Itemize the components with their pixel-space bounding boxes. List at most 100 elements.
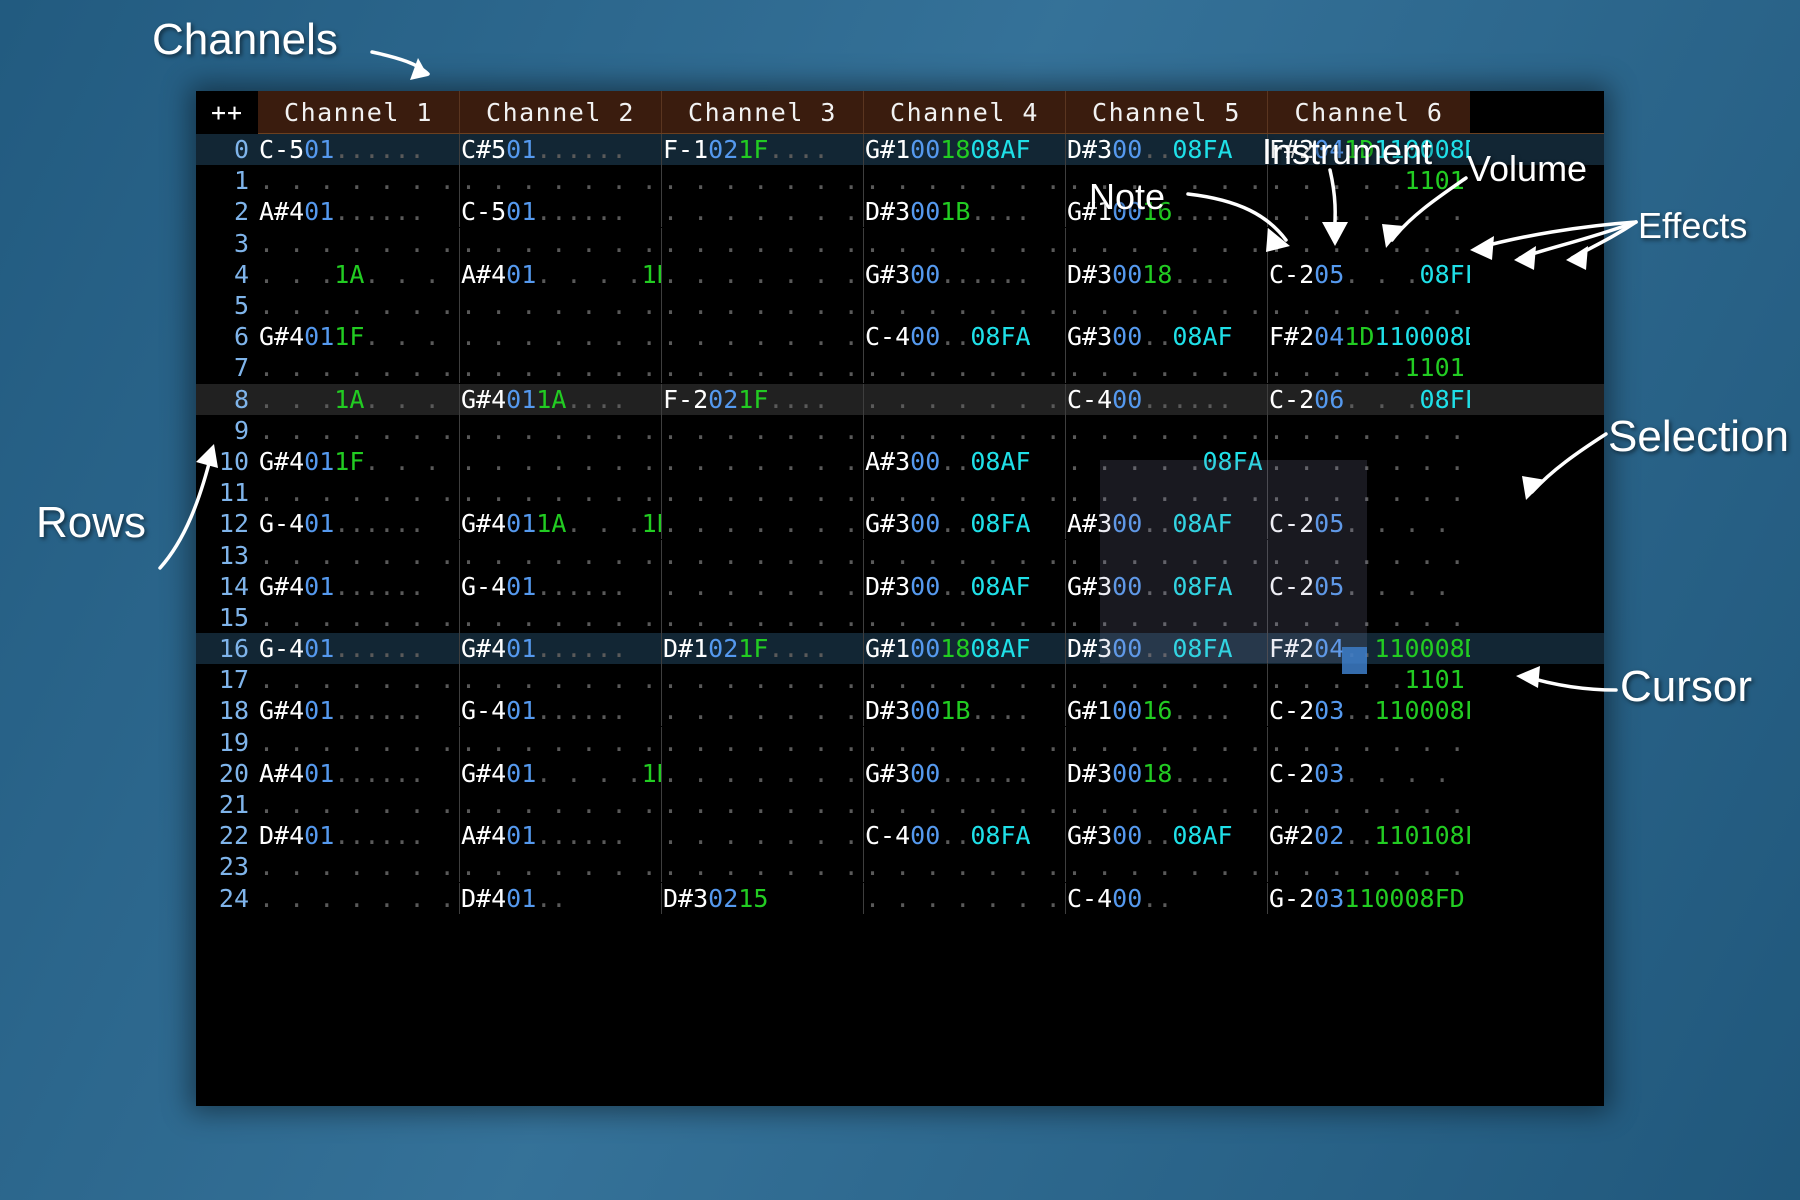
pattern-cell-ch2[interactable]: G#401. . . .1B. . xyxy=(460,757,662,789)
pattern-cell-ch2[interactable]: G-401...... xyxy=(460,695,662,727)
pattern-cell-ch2[interactable]: . . . . . . . . . xyxy=(460,789,662,821)
pattern-cell-ch6[interactable]: . . . . . . . . . xyxy=(1268,851,1470,882)
pattern-cell-ch4[interactable]: . . . . . . . . . xyxy=(864,664,1066,696)
pattern-cell-ch3[interactable]: . . . . . . . . . xyxy=(662,789,864,821)
pattern-cell-ch2[interactable]: G-401...... xyxy=(460,570,662,602)
pattern-cell-ch4[interactable]: D#3001B.... xyxy=(864,695,1066,727)
pattern-cell-ch1[interactable]: . . .1A. . . xyxy=(258,258,460,290)
pattern-cell-ch6[interactable]: C-203..110008FD xyxy=(1268,695,1470,726)
pattern-cell-ch4[interactable]: . . . . . . . . . xyxy=(864,726,1066,758)
pattern-row[interactable]: 22D#401......A#401....... . . . . . . . … xyxy=(196,820,1604,852)
pattern-cell-ch1[interactable]: . . . . . . . . . xyxy=(258,477,460,509)
pattern-cell-ch5[interactable]: . . . . . . . . . xyxy=(1066,352,1268,384)
pattern-cell-ch6[interactable]: . . . . . . . . . xyxy=(1268,789,1470,820)
pattern-cell-ch4[interactable]: . . . . . . . . . xyxy=(864,414,1066,446)
pattern-cell-ch6[interactable]: . . . . . . . . . xyxy=(1268,540,1470,571)
pattern-cell-ch4[interactable]: G#300...... xyxy=(864,757,1066,789)
pattern-cell-ch1[interactable]: G#401...... xyxy=(258,695,460,727)
pattern-cell-ch4[interactable]: . . . . . . . . . xyxy=(864,882,1066,914)
pattern-cell-ch6[interactable]: G#202..110108FF xyxy=(1268,820,1470,851)
pattern-cell-ch3[interactable]: . . . . . . . . . xyxy=(662,165,864,197)
pattern-cell-ch1[interactable]: . . . . . . . . . xyxy=(258,601,460,633)
pattern-cell-ch6[interactable]: C-205. . .08FF xyxy=(1268,259,1470,290)
pattern-cell-ch3[interactable]: . . . . . . . . . xyxy=(662,321,864,353)
pattern-cell-ch2[interactable]: G#4011A.... xyxy=(460,383,662,415)
pattern-cell-ch2[interactable]: . . . . . . . . . xyxy=(460,539,662,571)
pattern-grid[interactable]: 0 C-501...... C#501...... F-1021F.... G#1001… xyxy=(196,134,1604,914)
pattern-cell-ch6[interactable]: . . . . . . . . . xyxy=(1268,228,1470,259)
pattern-cell-ch5[interactable]: . . . . . . . . . xyxy=(1066,664,1268,696)
channel-header-1[interactable]: Channel 1 xyxy=(258,91,460,133)
pattern-cell-ch2[interactable]: . . . . . . . . . xyxy=(460,414,662,446)
pattern-cell-ch5[interactable]: C-400.. xyxy=(1066,882,1268,914)
pattern-cell-ch2[interactable]: C#501...... xyxy=(460,134,662,166)
pattern-cell-ch5[interactable]: . . . . . . . . . xyxy=(1066,477,1268,509)
pattern-cell-ch6[interactable]: C-203. . . . xyxy=(1268,758,1470,789)
pattern-cell-ch6[interactable]: C-205. . . . . . . xyxy=(1268,571,1470,602)
pattern-cell-ch2[interactable]: . . . . . . . . . xyxy=(460,726,662,758)
pattern-cell-ch3[interactable]: . . . . . . . . . xyxy=(662,820,864,852)
pattern-cell-ch3[interactable]: . . . . . . . . . xyxy=(662,445,864,477)
pattern-cell-ch2[interactable]: C-501...... xyxy=(460,196,662,228)
pattern-cell-ch4[interactable]: G#1001808AF xyxy=(864,633,1066,665)
pattern-cell-ch2[interactable]: . . . . . . . . . xyxy=(460,227,662,259)
pattern-cell-ch1[interactable]: A#401...... xyxy=(258,757,460,789)
pattern-cell-ch1[interactable]: G#401...... xyxy=(258,570,460,602)
pattern-cell-ch5[interactable]: D#30018.... xyxy=(1066,258,1268,290)
pattern-cell-ch3[interactable]: F-2021F.... xyxy=(662,383,864,415)
pattern-cell-ch6[interactable]: . . . . . . . . . xyxy=(1268,290,1470,321)
pattern-cell-ch6[interactable]: C-205. . . . xyxy=(1268,508,1470,539)
pattern-cell-ch2[interactable]: . . . . . . . . . xyxy=(460,477,662,509)
pattern-cell-ch4[interactable]: . . . . . . . . . xyxy=(864,601,1066,633)
pattern-cell-ch3[interactable]: . . . . . . . . . xyxy=(662,757,864,789)
pattern-row[interactable]: 9. . . . . . . . .. . . . . . . . .. . .… xyxy=(196,414,1604,446)
pattern-cell-ch2[interactable]: A#401...... xyxy=(460,820,662,852)
pattern-row[interactable]: 21. . . . . . . . .. . . . . . . . .. . … xyxy=(196,789,1604,821)
pattern-cell-ch5[interactable]: . . . . .08FA xyxy=(1066,445,1268,477)
pattern-cell-ch5[interactable]: . . . . . . . . . xyxy=(1066,165,1268,197)
pattern-row[interactable]: 20A#401......G#401. . . .1B. .. . . . . … xyxy=(196,757,1604,789)
pattern-cell-ch5[interactable]: G#10016.... xyxy=(1066,695,1268,727)
channel-header-2[interactable]: Channel 2 xyxy=(460,91,662,133)
pattern-cell-ch5[interactable]: G#300..08AF xyxy=(1066,321,1268,353)
pattern-cell-ch2[interactable]: . . . . . . . . . xyxy=(460,445,662,477)
pattern-cell-ch4[interactable]: . . . . . . . . . xyxy=(864,851,1066,883)
pattern-row[interactable]: 19. . . . . . . . .. . . . . . . . .. . … xyxy=(196,726,1604,758)
pattern-cell-ch1[interactable]: C-501...... xyxy=(258,134,460,166)
pattern-cell-ch1[interactable]: . . .1A. . . xyxy=(258,383,460,415)
pattern-cell-ch3[interactable]: . . . . . . . . . xyxy=(662,414,864,446)
pattern-cell-ch4[interactable]: D#3001B.... xyxy=(864,196,1066,228)
pattern-cell-ch5[interactable]: G#300..08AF xyxy=(1066,820,1268,852)
pattern-cell-ch5[interactable]: D#300..08FA xyxy=(1066,633,1268,665)
pattern-cell-ch5[interactable]: D#300..08FA xyxy=(1066,134,1268,166)
pattern-row[interactable]: 2A#401......C-501....... . . . . . . . .… xyxy=(196,196,1604,228)
pattern-cell-ch1[interactable]: G#4011F. . . .14 xyxy=(258,445,460,477)
pattern-cell-ch1[interactable]: A#401...... xyxy=(258,196,460,228)
pattern-cell-ch4[interactable]: D#300..08AF xyxy=(864,570,1066,602)
pattern-cell-ch5[interactable]: . . . . . . . . . xyxy=(1066,290,1268,322)
pattern-cell-ch4[interactable]: C-400..08FA xyxy=(864,820,1066,852)
channel-header-4[interactable]: Channel 4 xyxy=(864,91,1066,133)
pattern-cell-ch3[interactable]: . . . . . . . . . xyxy=(662,352,864,384)
pattern-cell-ch2[interactable]: G#401...... xyxy=(460,633,662,665)
pattern-cell-ch5[interactable]: A#300..08AF xyxy=(1066,508,1268,540)
pattern-cell-ch1[interactable]: . . . . . . . . . xyxy=(258,882,460,914)
pattern-cell-ch3[interactable]: . . . . . . . . . xyxy=(662,477,864,509)
pattern-cell-ch5[interactable]: . . . . . . . . . xyxy=(1066,789,1268,821)
pattern-cell-ch4[interactable]: G#1001808AF xyxy=(864,134,1066,166)
pattern-cell-ch4[interactable]: A#300..08AF xyxy=(864,445,1066,477)
pattern-cell-ch1[interactable]: . . . . . . . . . xyxy=(258,227,460,259)
pattern-cell-ch5[interactable]: G#300..08FA xyxy=(1066,570,1268,602)
pattern-row[interactable]: 16 G-401...... G#401...... D#1021F.... G#100… xyxy=(196,633,1604,665)
pattern-cell-ch4[interactable]: . . . . . . . . . xyxy=(864,352,1066,384)
pattern-cell-ch1[interactable]: . . . . . . . . . xyxy=(258,165,460,197)
pattern-row[interactable]: 13. . . . . . . . .. . . . . . . . .. . … xyxy=(196,539,1604,571)
channel-header-3[interactable]: Channel 3 xyxy=(662,91,864,133)
pattern-cell-ch6[interactable]: . . . . .1101. . . . xyxy=(1268,352,1470,383)
pattern-cell-ch6[interactable]: . . . . . . . . . xyxy=(1268,602,1470,633)
pattern-cell-ch5[interactable]: . . . . . . . . . xyxy=(1066,851,1268,883)
channel-header-5[interactable]: Channel 5 xyxy=(1066,91,1268,133)
pattern-row[interactable]: 4. . .1A. . .A#401. . . .1B. .. . . . . … xyxy=(196,258,1604,290)
pattern-cell-ch2[interactable]: . . . . . . . . . xyxy=(460,321,662,353)
pattern-editor[interactable]: ++ Channel 1 Channel 2 Channel 3 Channel… xyxy=(196,91,1604,1106)
